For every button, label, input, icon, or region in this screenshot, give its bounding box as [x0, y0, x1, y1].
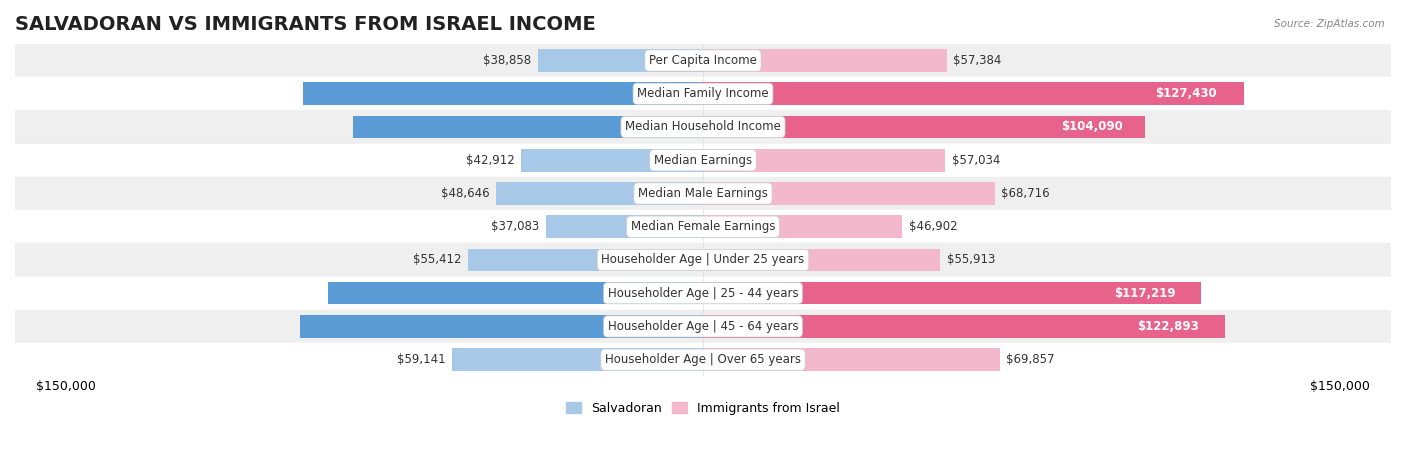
Bar — [703, 315, 1225, 338]
Bar — [703, 149, 945, 171]
Text: $55,913: $55,913 — [946, 254, 995, 267]
Bar — [301, 315, 703, 338]
Bar — [703, 215, 903, 238]
Bar — [703, 282, 1201, 304]
Bar — [451, 348, 703, 371]
Text: $82,449: $82,449 — [686, 120, 740, 134]
Text: Per Capita Income: Per Capita Income — [650, 54, 756, 67]
Text: $104,090: $104,090 — [1062, 120, 1123, 134]
Text: Source: ZipAtlas.com: Source: ZipAtlas.com — [1274, 19, 1385, 28]
Text: $94,109: $94,109 — [683, 87, 737, 100]
Text: $94,842: $94,842 — [683, 320, 737, 333]
Text: Householder Age | Over 65 years: Householder Age | Over 65 years — [605, 353, 801, 366]
Bar — [703, 348, 1000, 371]
Bar — [546, 215, 703, 238]
Text: $37,083: $37,083 — [491, 220, 538, 233]
Bar — [15, 276, 1391, 310]
Legend: Salvadoran, Immigrants from Israel: Salvadoran, Immigrants from Israel — [561, 397, 845, 420]
Bar — [15, 243, 1391, 276]
Text: $59,141: $59,141 — [396, 353, 446, 366]
Text: $68,716: $68,716 — [1001, 187, 1050, 200]
Text: $46,902: $46,902 — [908, 220, 957, 233]
Text: $57,034: $57,034 — [952, 154, 1000, 167]
Bar — [703, 83, 1244, 105]
Bar — [15, 177, 1391, 210]
Bar — [538, 49, 703, 72]
Text: $48,646: $48,646 — [441, 187, 491, 200]
Text: Median Family Income: Median Family Income — [637, 87, 769, 100]
Text: Median Male Earnings: Median Male Earnings — [638, 187, 768, 200]
Bar — [15, 44, 1391, 77]
Bar — [353, 116, 703, 138]
Bar — [15, 343, 1391, 376]
Bar — [15, 144, 1391, 177]
Bar — [703, 116, 1144, 138]
Bar — [703, 248, 941, 271]
Text: Median Household Income: Median Household Income — [626, 120, 780, 134]
Bar — [520, 149, 703, 171]
Text: $38,858: $38,858 — [484, 54, 531, 67]
Bar — [468, 248, 703, 271]
Text: Median Earnings: Median Earnings — [654, 154, 752, 167]
Bar — [15, 77, 1391, 110]
Bar — [15, 310, 1391, 343]
Text: Householder Age | 45 - 64 years: Householder Age | 45 - 64 years — [607, 320, 799, 333]
Bar — [496, 182, 703, 205]
Text: $69,857: $69,857 — [1007, 353, 1054, 366]
Bar — [703, 49, 946, 72]
Text: $55,412: $55,412 — [413, 254, 461, 267]
Text: Householder Age | Under 25 years: Householder Age | Under 25 years — [602, 254, 804, 267]
Text: $122,893: $122,893 — [1137, 320, 1199, 333]
Bar — [329, 282, 703, 304]
Text: Householder Age | 25 - 44 years: Householder Age | 25 - 44 years — [607, 287, 799, 300]
Text: $127,430: $127,430 — [1156, 87, 1218, 100]
Bar — [15, 210, 1391, 243]
Text: $42,912: $42,912 — [465, 154, 515, 167]
Bar — [703, 182, 995, 205]
Bar — [15, 110, 1391, 144]
Text: $117,219: $117,219 — [1115, 287, 1175, 300]
Text: Median Female Earnings: Median Female Earnings — [631, 220, 775, 233]
Text: $57,384: $57,384 — [953, 54, 1001, 67]
Text: SALVADORAN VS IMMIGRANTS FROM ISRAEL INCOME: SALVADORAN VS IMMIGRANTS FROM ISRAEL INC… — [15, 15, 596, 34]
Text: $88,198: $88,198 — [685, 287, 738, 300]
Bar — [304, 83, 703, 105]
